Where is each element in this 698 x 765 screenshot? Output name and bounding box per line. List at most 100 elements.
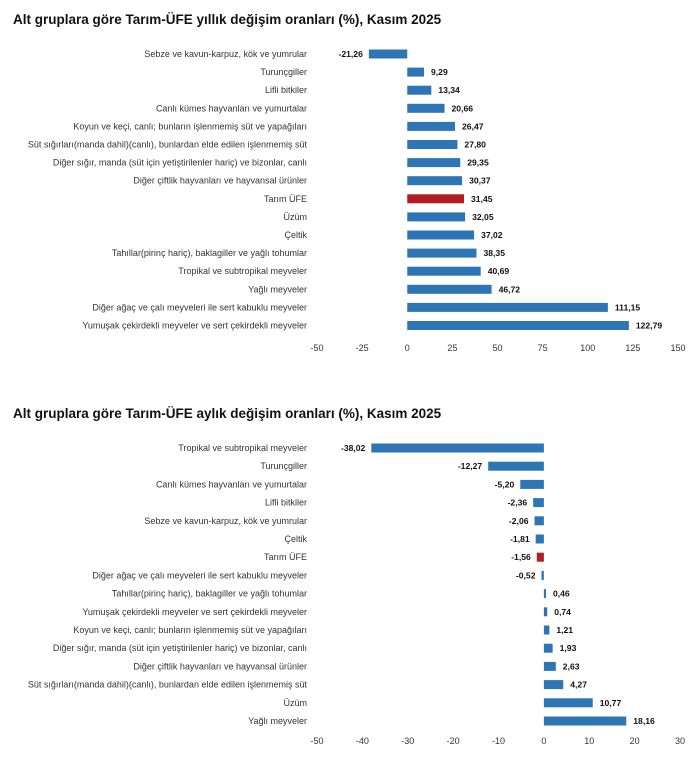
annual-bar [407, 284, 492, 294]
monthly-category-label: Süt sığırları(manda dahil)(canlı), bunla… [28, 680, 308, 690]
monthly-value-label: 4,27 [570, 680, 587, 690]
monthly-bar [543, 680, 564, 690]
annual-x-tick-label: 25 [447, 343, 457, 353]
annual-value-label: 13,34 [438, 85, 460, 95]
monthly-bar [533, 498, 544, 508]
annual-value-label: 46,72 [499, 284, 521, 294]
annual-value-label: 27,80 [464, 140, 486, 150]
annual-category-label: Canlı kümes hayvanları ve yumurtalar [156, 103, 307, 113]
monthly-value-label: -2,36 [508, 498, 528, 508]
annual-bar [407, 266, 481, 276]
monthly-category-label: Yumuşak çekirdekli meyveler ve sert çeki… [82, 607, 307, 617]
annual-category-label: Turunçgiller [260, 67, 307, 77]
monthly-bar [543, 643, 553, 653]
annual-value-label: 111,15 [615, 302, 641, 312]
monthly-value-label: -1,56 [511, 552, 531, 562]
monthly-bar [488, 461, 544, 471]
annual-value-label: -21,26 [339, 49, 364, 59]
annual-value-label: 122,79 [636, 321, 663, 331]
annual-category-label: Tarım ÜFE [264, 194, 307, 204]
monthly-bar [543, 589, 546, 599]
monthly-value-label: 0,46 [553, 589, 570, 599]
monthly-value-label: 18,16 [633, 716, 655, 726]
annual-bar [407, 121, 456, 131]
monthly-value-label: 1,93 [560, 643, 577, 653]
monthly-bar [543, 698, 593, 708]
monthly-category-label: Çeltik [284, 534, 307, 544]
annual-value-label: 9,29 [431, 67, 448, 77]
monthly-value-label: -0,52 [516, 570, 536, 580]
annual-bar [407, 103, 445, 113]
annual-chart-title: Alt gruplara göre Tarım-ÜFE yıllık değiş… [13, 12, 442, 27]
monthly-value-label: 10,77 [600, 698, 622, 708]
annual-value-label: 30,37 [469, 176, 491, 186]
annual-value-label: 32,05 [472, 212, 494, 222]
monthly-value-label: 2,63 [563, 661, 580, 671]
annual-bar [407, 248, 477, 258]
monthly-bar [543, 625, 550, 635]
annual-category-label: Diğer sığır, manda (süt için yetiştirile… [53, 158, 307, 168]
monthly-category-label: Tarım ÜFE [264, 552, 307, 562]
annual-value-label: 26,47 [462, 121, 484, 131]
annual-value-label: 40,69 [488, 266, 510, 276]
annual-category-label: Koyun ve keçi, canlı; bunların işlenmemi… [73, 121, 307, 131]
annual-bar [407, 158, 461, 168]
monthly-highlight-bar [536, 552, 544, 562]
monthly-category-label: Diğer ağaç ve çalı meyveleri ile sert ka… [92, 570, 307, 580]
monthly-category-label: Tropikal ve subtropikal meyveler [178, 443, 307, 453]
monthly-bar [534, 516, 544, 526]
annual-value-label: 38,35 [483, 248, 505, 258]
monthly-bar [543, 607, 548, 617]
annual-change-chart: Sebze ve kavun-karpuz, kök ve yumrular -2… [28, 49, 686, 353]
monthly-x-tick-label: -10 [492, 736, 505, 746]
monthly-value-label: -2,06 [509, 516, 529, 526]
annual-x-tick-label: 150 [670, 343, 685, 353]
annual-category-label: Sebze ve kavun-karpuz, kök ve yumrular [144, 49, 307, 59]
monthly-bar [535, 534, 544, 544]
annual-x-tick-label: -25 [356, 343, 369, 353]
monthly-value-label: -12,27 [458, 461, 483, 471]
annual-bar [407, 85, 432, 95]
monthly-bar [520, 479, 544, 489]
monthly-chart-title: Alt gruplara göre Tarım-ÜFE aylık değişi… [13, 406, 442, 421]
monthly-x-tick-label: -20 [447, 736, 460, 746]
annual-bar [407, 321, 629, 330]
annual-category-label: Yağlı meyveler [248, 284, 307, 294]
monthly-bar [543, 661, 556, 671]
monthly-x-tick-label: -30 [401, 736, 414, 746]
annual-category-label: Tropikal ve subtropikal meyveler [178, 266, 307, 276]
annual-category-label: Süt sığırları(manda dahil)(canlı), bunla… [28, 140, 308, 150]
annual-value-label: 29,35 [467, 158, 489, 168]
annual-bar [368, 49, 408, 59]
annual-x-tick-label: 100 [580, 343, 595, 353]
annual-x-tick-label: 125 [625, 343, 640, 353]
annual-x-tick-label: 50 [492, 343, 502, 353]
monthly-category-label: Yağlı meyveler [248, 716, 307, 726]
annual-value-label: 37,02 [481, 230, 503, 240]
monthly-value-label: -1,81 [510, 534, 530, 544]
monthly-category-label: Diğer sığır, manda (süt için yetiştirile… [53, 643, 307, 653]
monthly-x-tick-label: 20 [630, 736, 640, 746]
annual-category-label: Yumuşak çekirdekli meyveler ve sert çeki… [82, 321, 307, 331]
monthly-value-label: 1,21 [556, 625, 573, 635]
monthly-category-label: Tahıllar(pirinç hariç), baklagiller ve y… [112, 589, 307, 599]
monthly-category-label: Sebze ve kavun-karpuz, kök ve yumrular [144, 516, 307, 526]
annual-category-label: Diğer çiftlik hayvanları ve hayvansal ür… [133, 176, 307, 186]
monthly-category-label: Turunçgiller [260, 461, 307, 471]
monthly-change-chart: Tropikal ve subtropikal meyveler -38,02 Tu… [28, 443, 685, 746]
monthly-x-tick-label: -40 [356, 736, 369, 746]
monthly-bar [543, 716, 627, 726]
monthly-value-label: -5,20 [495, 479, 515, 489]
monthly-bar [541, 570, 544, 580]
annual-category-label: Tahıllar(pirinç hariç), baklagiller ve y… [112, 248, 307, 258]
annual-category-label: Çeltik [284, 230, 307, 240]
annual-x-tick-label: 75 [538, 343, 548, 353]
annual-x-tick-label: -50 [310, 343, 323, 353]
annual-bar [407, 176, 463, 186]
annual-bar [407, 230, 475, 240]
monthly-bar [371, 443, 544, 453]
annual-value-label: 20,66 [452, 103, 474, 113]
annual-x-tick-label: 0 [405, 343, 410, 353]
monthly-category-label: Koyun ve keçi, canlı; bunların işlenmemi… [73, 625, 307, 635]
monthly-category-label: Canlı kümes hayvanları ve yumurtalar [156, 479, 307, 489]
